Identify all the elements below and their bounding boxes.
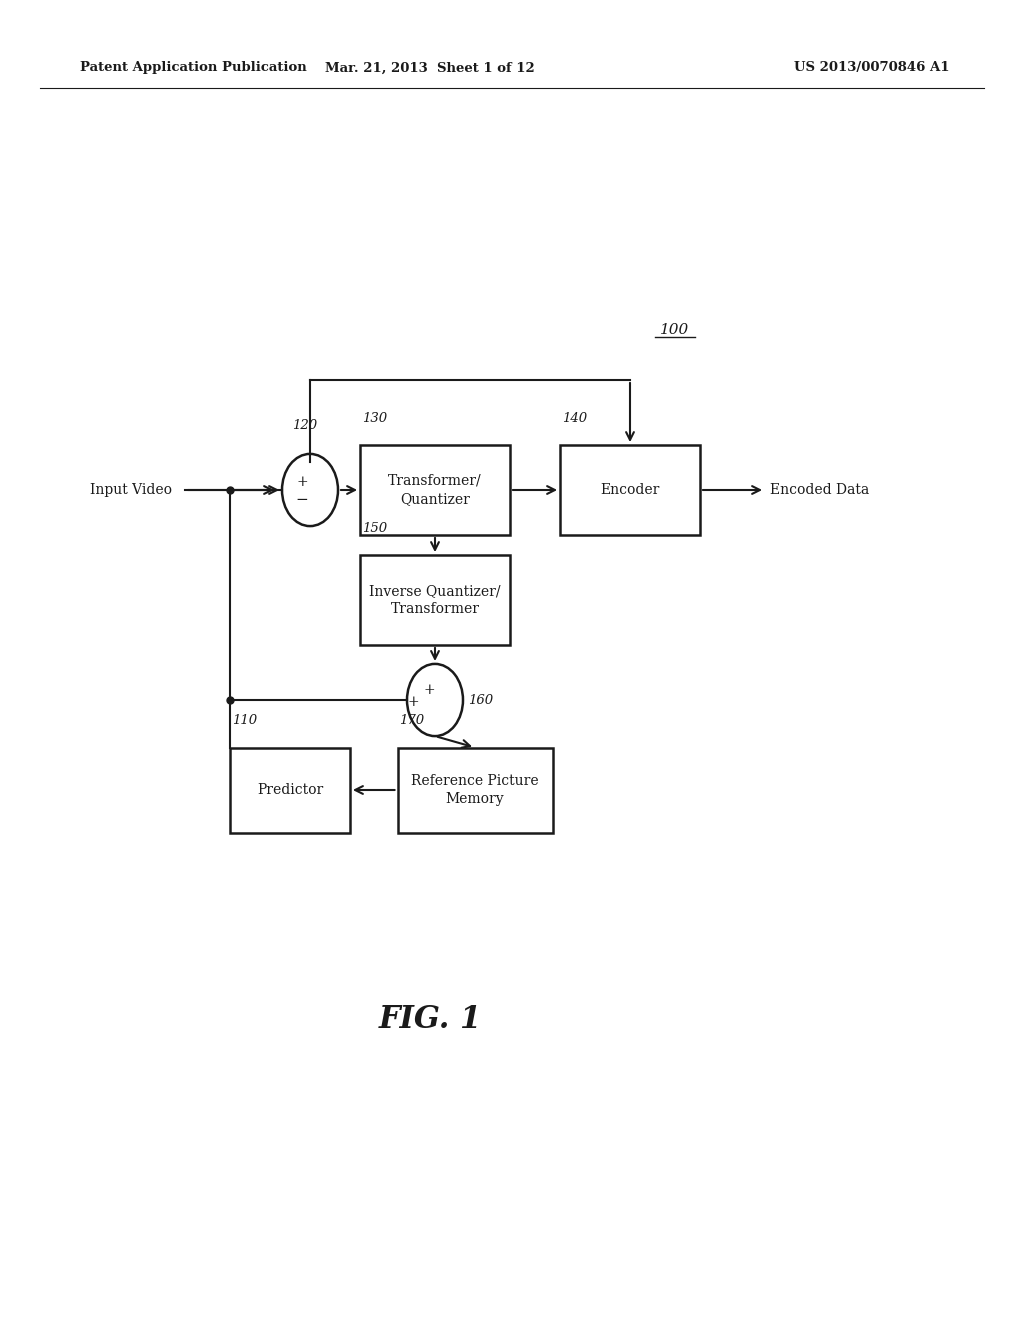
Text: Encoder: Encoder — [600, 483, 659, 498]
Text: +: + — [296, 475, 308, 488]
Text: US 2013/0070846 A1: US 2013/0070846 A1 — [795, 62, 950, 74]
Text: Predictor: Predictor — [257, 783, 324, 797]
Text: 100: 100 — [660, 323, 689, 337]
Text: FIG. 1: FIG. 1 — [379, 1005, 481, 1035]
Text: Reference Picture
Memory: Reference Picture Memory — [412, 774, 539, 807]
Bar — [360, 445, 510, 535]
Text: Mar. 21, 2013  Sheet 1 of 12: Mar. 21, 2013 Sheet 1 of 12 — [326, 62, 535, 74]
Bar — [360, 554, 510, 645]
Text: 150: 150 — [362, 521, 387, 535]
Bar — [397, 747, 553, 833]
Text: 110: 110 — [232, 714, 257, 727]
Text: 140: 140 — [562, 412, 587, 425]
Text: Transformer/
Quantizer: Transformer/ Quantizer — [388, 474, 482, 506]
Text: 130: 130 — [362, 412, 387, 425]
Text: Inverse Quantizer/
Transformer: Inverse Quantizer/ Transformer — [370, 583, 501, 616]
Text: −: − — [296, 492, 308, 507]
Text: 170: 170 — [399, 714, 425, 727]
Text: Input Video: Input Video — [90, 483, 172, 498]
Text: 160: 160 — [468, 693, 494, 706]
Text: +: + — [408, 696, 419, 709]
Text: Patent Application Publication: Patent Application Publication — [80, 62, 307, 74]
Text: +: + — [423, 682, 435, 697]
Text: 120: 120 — [293, 418, 317, 432]
Text: Encoded Data: Encoded Data — [770, 483, 869, 498]
Bar — [560, 445, 700, 535]
Bar — [230, 747, 350, 833]
